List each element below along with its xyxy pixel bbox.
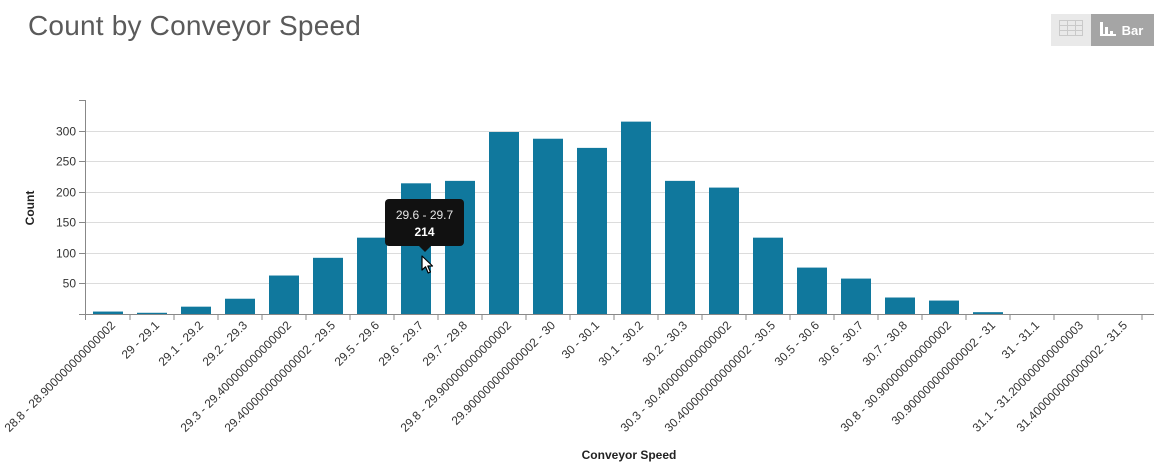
x-tick-label: 29.1 - 29.2 <box>156 318 207 369</box>
bar-view-label: Bar <box>1121 22 1144 38</box>
x-tick-label: 31 - 31.1 <box>999 318 1043 362</box>
bar[interactable] <box>709 187 739 314</box>
bar[interactable] <box>753 237 783 314</box>
bar[interactable] <box>665 180 695 314</box>
x-tick-label: 28.8 - 28.900000000000002 <box>2 318 119 435</box>
y-axis-title: Count <box>23 191 37 226</box>
x-tick-label: 30.5 - 30.6 <box>772 318 823 369</box>
bar[interactable] <box>929 300 959 314</box>
bar[interactable] <box>269 275 299 314</box>
bar[interactable] <box>225 298 255 314</box>
bar[interactable] <box>885 297 915 314</box>
bar[interactable] <box>533 138 563 314</box>
x-tick-label: 30.1 - 30.2 <box>596 318 647 369</box>
bar-tooltip: 29.6 - 29.7 214 <box>385 199 464 246</box>
mouse-cursor-icon <box>421 255 435 280</box>
bar[interactable] <box>797 267 827 314</box>
x-tick-label: 30 - 30.1 <box>559 318 603 362</box>
y-tick-label: 250 <box>56 155 76 169</box>
x-tick-label: 29 - 29.1 <box>119 318 163 362</box>
bar[interactable] <box>841 278 871 314</box>
bar[interactable] <box>137 312 167 314</box>
tooltip-value: 214 <box>414 225 435 239</box>
y-tick-label: 200 <box>56 186 76 200</box>
y-tick-label: 100 <box>56 247 76 261</box>
bar[interactable] <box>621 121 651 314</box>
x-axis-title: Conveyor Speed <box>582 448 677 462</box>
tooltip-category: 29.6 - 29.7 <box>395 208 454 222</box>
tooltip-arrow <box>419 246 431 252</box>
grid-lines <box>85 131 1154 284</box>
x-tick-label: 29.6 - 29.7 <box>376 318 427 369</box>
bar[interactable] <box>357 237 387 314</box>
bar-view-button[interactable]: Bar <box>1091 14 1154 46</box>
x-tick-label: 30.6 - 30.7 <box>816 318 867 369</box>
bar[interactable] <box>313 257 343 314</box>
view-toggle: Bar <box>1051 14 1154 46</box>
page-title: Count by Conveyor Speed <box>28 10 362 41</box>
table-view-button[interactable] <box>1051 14 1091 46</box>
bar-chart-icon <box>1099 21 1116 39</box>
bar[interactable] <box>577 147 607 314</box>
bar[interactable] <box>93 311 123 314</box>
bar[interactable] <box>181 306 211 314</box>
table-grid-icon <box>1059 19 1083 41</box>
y-tick-label: 150 <box>56 216 76 230</box>
bar[interactable] <box>973 312 1003 314</box>
bar[interactable] <box>489 132 519 314</box>
bars <box>93 121 1003 314</box>
y-tick-label: 300 <box>56 125 76 139</box>
y-tick-label: 50 <box>63 277 77 291</box>
x-tick-label: 29.5 - 29.6 <box>332 318 383 369</box>
